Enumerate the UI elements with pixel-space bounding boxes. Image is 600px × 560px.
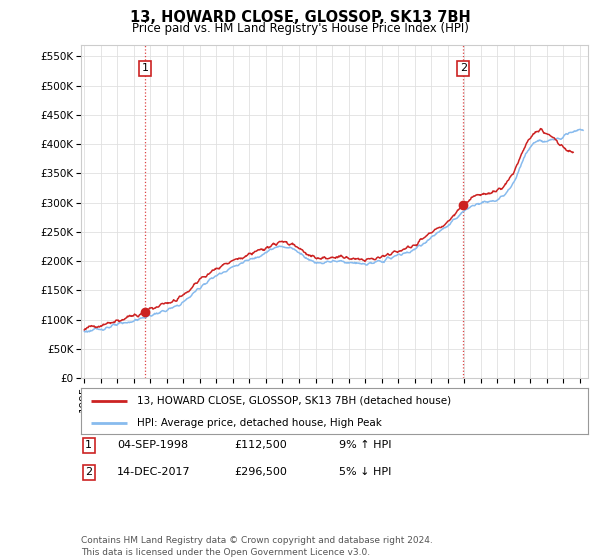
Text: 04-SEP-1998: 04-SEP-1998 [117,440,188,450]
Text: £112,500: £112,500 [234,440,287,450]
Text: 1: 1 [85,440,92,450]
Text: Contains HM Land Registry data © Crown copyright and database right 2024.
This d: Contains HM Land Registry data © Crown c… [81,536,433,557]
Text: 2: 2 [85,467,92,477]
Text: 13, HOWARD CLOSE, GLOSSOP, SK13 7BH (detached house): 13, HOWARD CLOSE, GLOSSOP, SK13 7BH (det… [137,396,451,406]
Text: £296,500: £296,500 [234,467,287,477]
Text: 2: 2 [460,63,467,73]
Text: 13, HOWARD CLOSE, GLOSSOP, SK13 7BH: 13, HOWARD CLOSE, GLOSSOP, SK13 7BH [130,10,470,25]
Text: 5% ↓ HPI: 5% ↓ HPI [339,467,391,477]
Text: Price paid vs. HM Land Registry's House Price Index (HPI): Price paid vs. HM Land Registry's House … [131,22,469,35]
Text: 1: 1 [142,63,148,73]
Text: 14-DEC-2017: 14-DEC-2017 [117,467,191,477]
Text: HPI: Average price, detached house, High Peak: HPI: Average price, detached house, High… [137,418,382,427]
Text: 9% ↑ HPI: 9% ↑ HPI [339,440,391,450]
